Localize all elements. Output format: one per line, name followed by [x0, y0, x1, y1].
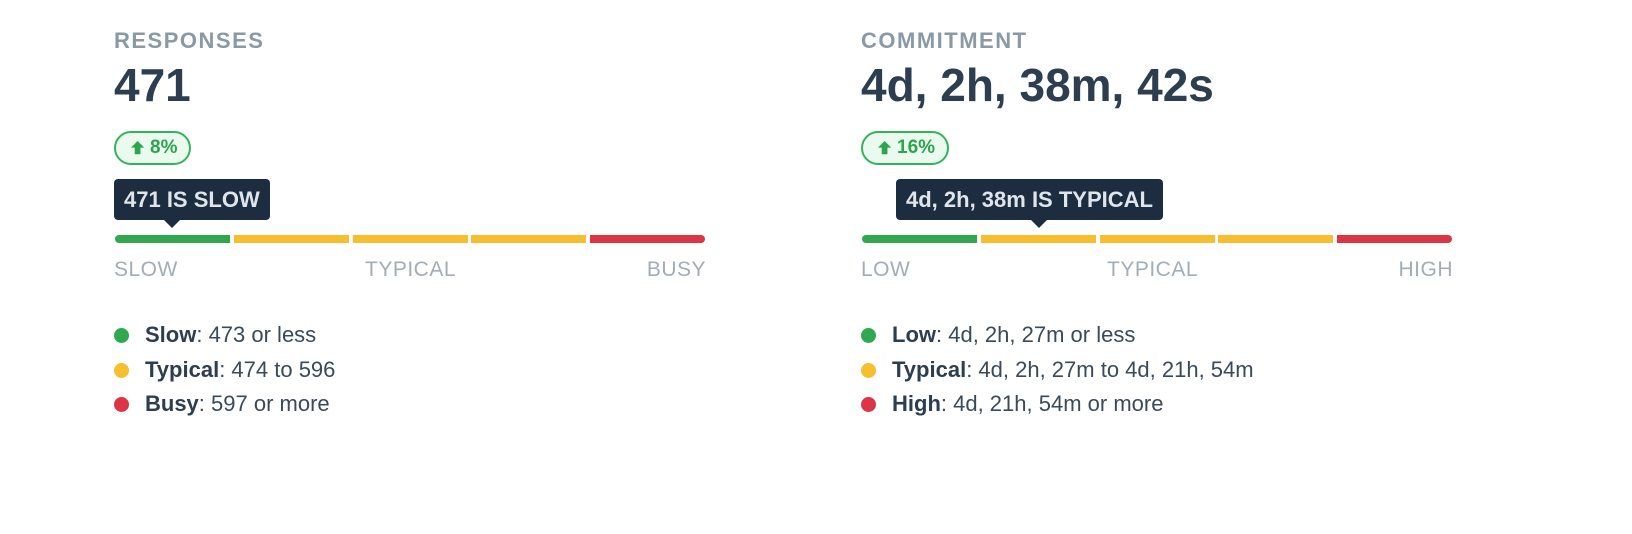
- legend-text: : 597 or more: [198, 391, 330, 416]
- metric-label: RESPONSES: [114, 28, 265, 53]
- metric-value: 4d, 2h, 38m, 42s: [861, 59, 1214, 111]
- legend-item: Busy: 597 or more: [114, 391, 330, 417]
- scale-segment: [353, 235, 468, 243]
- scale-label: HIGH: [1398, 258, 1453, 281]
- scale-label: LOW: [861, 258, 911, 281]
- legend-name: Low: [892, 322, 936, 347]
- scale-segment: [862, 235, 977, 243]
- metric-label: COMMITMENT: [861, 28, 1028, 53]
- legend-text: : 4d, 21h, 54m or more: [940, 391, 1164, 416]
- legend-item: Typical: 474 to 596: [114, 357, 335, 383]
- metric-panel: RESPONSES 471 8% 471 IS SLOW SLOW TYPICA…: [114, 0, 714, 534]
- scale-segment: [590, 235, 705, 243]
- marker-tooltip: 471 IS SLOW: [114, 179, 270, 220]
- legend-text: : 4d, 2h, 27m or less: [936, 322, 1136, 347]
- legend-text: : 474 to 596: [219, 357, 336, 382]
- legend-item: Slow: 473 or less: [114, 322, 316, 348]
- scale-segment: [234, 235, 349, 243]
- marker-tooltip: 4d, 2h, 38m IS TYPICAL: [896, 179, 1163, 220]
- legend-name: High: [892, 391, 941, 416]
- marker-arrow: [1031, 220, 1047, 228]
- marker-arrow: [164, 220, 180, 228]
- scale-label: SLOW: [114, 258, 178, 281]
- legend-name: Typical: [892, 357, 967, 382]
- metric-value: 471: [114, 59, 191, 111]
- legend-item: Low: 4d, 2h, 27m or less: [861, 322, 1135, 348]
- metric-panel: COMMITMENT 4d, 2h, 38m, 42s 16% 4d, 2h, …: [861, 0, 1461, 534]
- scale-segment: [1100, 235, 1215, 243]
- change-badge: 8%: [114, 131, 192, 165]
- legend-item: High: 4d, 21h, 54m or more: [861, 391, 1163, 417]
- scale-segment: [115, 235, 230, 243]
- up-arrow-icon: [130, 140, 145, 155]
- legend-name: Slow: [145, 322, 197, 347]
- scale-label: TYPICAL: [365, 258, 457, 281]
- scale-segment: [981, 235, 1096, 243]
- change-badge: 16%: [861, 131, 950, 165]
- legend-name: Busy: [145, 391, 199, 416]
- up-arrow-icon: [877, 140, 892, 155]
- change-text: 16%: [897, 137, 936, 158]
- scale-segment: [1337, 235, 1452, 243]
- scale-segment: [1218, 235, 1333, 243]
- legend-text: : 473 or less: [196, 322, 317, 347]
- legend-item: Typical: 4d, 2h, 27m to 4d, 21h, 54m: [861, 357, 1254, 383]
- legend-name: Typical: [145, 357, 220, 382]
- scale-label: BUSY: [646, 258, 706, 281]
- scale-label: TYPICAL: [1107, 258, 1199, 281]
- change-text: 8%: [150, 137, 178, 158]
- legend-text: : 4d, 2h, 27m to 4d, 21h, 54m: [966, 357, 1254, 382]
- scale-segment: [471, 235, 586, 243]
